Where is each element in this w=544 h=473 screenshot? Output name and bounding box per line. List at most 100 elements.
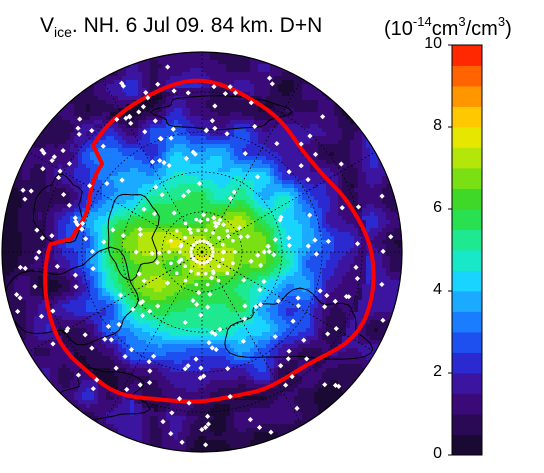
field-cell <box>294 244 299 249</box>
field-cell <box>118 88 123 93</box>
field-cell <box>362 212 367 217</box>
field-cell <box>42 80 47 85</box>
field-cell <box>218 192 223 197</box>
field-cell <box>194 188 199 193</box>
field-cell <box>130 204 135 209</box>
field-cell <box>110 76 115 81</box>
field-cell <box>326 88 331 93</box>
field-cell <box>374 88 379 93</box>
field-cell <box>294 120 299 125</box>
field-cell <box>178 52 183 57</box>
field-cell <box>346 68 351 73</box>
field-cell <box>262 220 267 225</box>
field-cell <box>150 172 155 177</box>
field-cell <box>90 88 95 93</box>
field-cell <box>6 236 11 241</box>
field-cell <box>306 224 311 229</box>
field-cell <box>114 124 119 129</box>
field-cell <box>102 176 107 181</box>
field-cell <box>378 240 383 245</box>
field-cell <box>398 76 402 81</box>
field-cell <box>378 108 383 113</box>
field-cell <box>254 236 259 241</box>
field-cell <box>222 188 227 193</box>
field-cell <box>198 204 203 209</box>
field-cell <box>126 200 131 205</box>
field-cell <box>142 168 147 173</box>
field-cell <box>238 248 243 253</box>
field-cell <box>254 68 259 73</box>
field-cell <box>214 168 219 173</box>
field-cell <box>94 216 99 221</box>
field-cell <box>138 156 143 161</box>
field-cell <box>306 96 311 101</box>
field-cell <box>62 72 67 77</box>
field-cell <box>282 240 287 245</box>
field-cell <box>10 108 15 113</box>
field-cell <box>238 148 243 153</box>
field-cell <box>38 104 43 109</box>
field-cell <box>174 220 179 225</box>
field-cell <box>194 224 199 229</box>
field-cell <box>210 52 215 57</box>
field-cell <box>270 100 275 105</box>
field-cell <box>102 228 107 233</box>
field-cell <box>338 164 343 169</box>
field-cell <box>106 216 111 221</box>
field-cell <box>370 76 375 81</box>
field-cell <box>350 164 355 169</box>
field-cell <box>190 148 195 153</box>
field-cell <box>194 100 199 105</box>
field-cell <box>146 52 151 57</box>
field-cell <box>178 60 183 65</box>
field-cell <box>254 152 259 157</box>
field-cell <box>390 144 395 149</box>
field-cell <box>58 84 63 89</box>
field-cell <box>6 76 11 81</box>
field-cell <box>170 176 175 181</box>
field-cell <box>222 192 227 197</box>
field-cell <box>42 196 47 201</box>
field-cell <box>378 164 383 169</box>
field-cell <box>226 184 231 189</box>
field-cell <box>278 144 283 149</box>
field-cell <box>10 60 15 65</box>
field-cell <box>326 84 331 89</box>
field-cell <box>302 224 307 229</box>
field-cell <box>298 52 303 57</box>
field-cell <box>122 204 127 209</box>
field-cell <box>90 64 95 69</box>
field-cell <box>362 200 367 205</box>
field-cell <box>126 140 131 145</box>
field-cell <box>366 164 371 169</box>
field-cell <box>90 232 95 237</box>
field-cell <box>14 60 19 65</box>
field-cell <box>126 184 131 189</box>
field-cell <box>26 56 31 61</box>
field-cell <box>182 112 187 117</box>
field-cell <box>274 88 279 93</box>
field-cell <box>62 236 67 241</box>
field-cell <box>70 132 75 137</box>
field-cell <box>294 216 299 221</box>
field-cell <box>226 224 231 229</box>
field-cell <box>286 196 291 201</box>
field-cell <box>202 156 207 161</box>
field-cell <box>378 244 383 249</box>
field-cell <box>122 156 127 161</box>
field-cell <box>170 72 175 77</box>
field-cell <box>62 152 67 157</box>
field-cell <box>150 80 155 85</box>
field-cell <box>34 120 39 125</box>
field-cell <box>350 104 355 109</box>
field-cell <box>342 124 347 129</box>
field-cell <box>118 148 123 153</box>
field-cell <box>26 156 31 161</box>
field-cell <box>354 116 359 121</box>
field-cell <box>150 76 155 81</box>
field-cell <box>54 164 59 169</box>
field-cell <box>98 208 103 213</box>
field-cell <box>342 100 347 105</box>
field-cell <box>46 84 51 89</box>
field-cell <box>178 248 183 253</box>
